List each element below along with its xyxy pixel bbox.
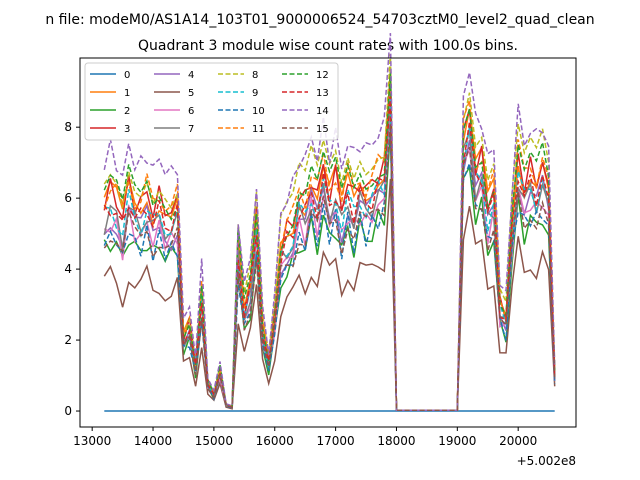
x-tick-label: 19000 (438, 434, 476, 448)
x-tick-label: 18000 (377, 434, 415, 448)
y-tick-label: 6 (64, 191, 72, 205)
y-tick-label: 4 (64, 262, 72, 276)
y-tick-label: 8 (64, 120, 72, 134)
series-line-8 (103, 53, 556, 412)
legend-label-14: 14 (316, 106, 329, 117)
legend-box (84, 62, 339, 141)
plot-lines (103, 33, 556, 412)
x-tick-label: 16000 (256, 434, 294, 448)
legend-label-10: 10 (252, 106, 265, 117)
legend-label-13: 13 (316, 88, 329, 99)
y-tick-label: 0 (64, 404, 72, 418)
y-tick-label: 2 (64, 333, 72, 347)
series-line-13 (103, 96, 556, 412)
x-tick-label: 20000 (499, 434, 537, 448)
legend-label-0: 0 (124, 70, 130, 81)
series-line-15 (103, 123, 556, 412)
legend-label-11: 11 (252, 124, 265, 135)
x-tick-label: 13000 (73, 434, 111, 448)
legend-label-1: 1 (124, 88, 130, 99)
x-offset-label: +5.002e8 (517, 454, 576, 468)
legend-label-9: 9 (252, 88, 258, 99)
legend-label-7: 7 (188, 124, 194, 135)
x-tick-label: 15000 (195, 434, 233, 448)
x-tick-label: 17000 (317, 434, 355, 448)
legend-label-6: 6 (188, 106, 194, 117)
legend-label-4: 4 (188, 70, 194, 81)
legend-label-5: 5 (188, 88, 194, 99)
y-axis: 0 2 4 6 8 (64, 120, 80, 418)
legend-label-2: 2 (124, 106, 130, 117)
chart-title: Quadrant 3 module wise count rates with … (138, 38, 518, 54)
legend-label-12: 12 (316, 70, 329, 81)
series-line-14 (103, 33, 556, 412)
legend-label-8: 8 (252, 70, 258, 81)
series-line-5 (103, 178, 556, 412)
chart-suptitle: n file: modeM0/AS1A14_103T01_9000006524_… (45, 12, 594, 28)
x-tick-label: 14000 (134, 434, 172, 448)
x-axis: 13000 14000 15000 16000 17000 18000 19000 20000 (73, 427, 537, 448)
legend-label-15: 15 (316, 124, 329, 135)
plot-frame (79, 57, 577, 428)
legend-label-3: 3 (124, 124, 130, 135)
